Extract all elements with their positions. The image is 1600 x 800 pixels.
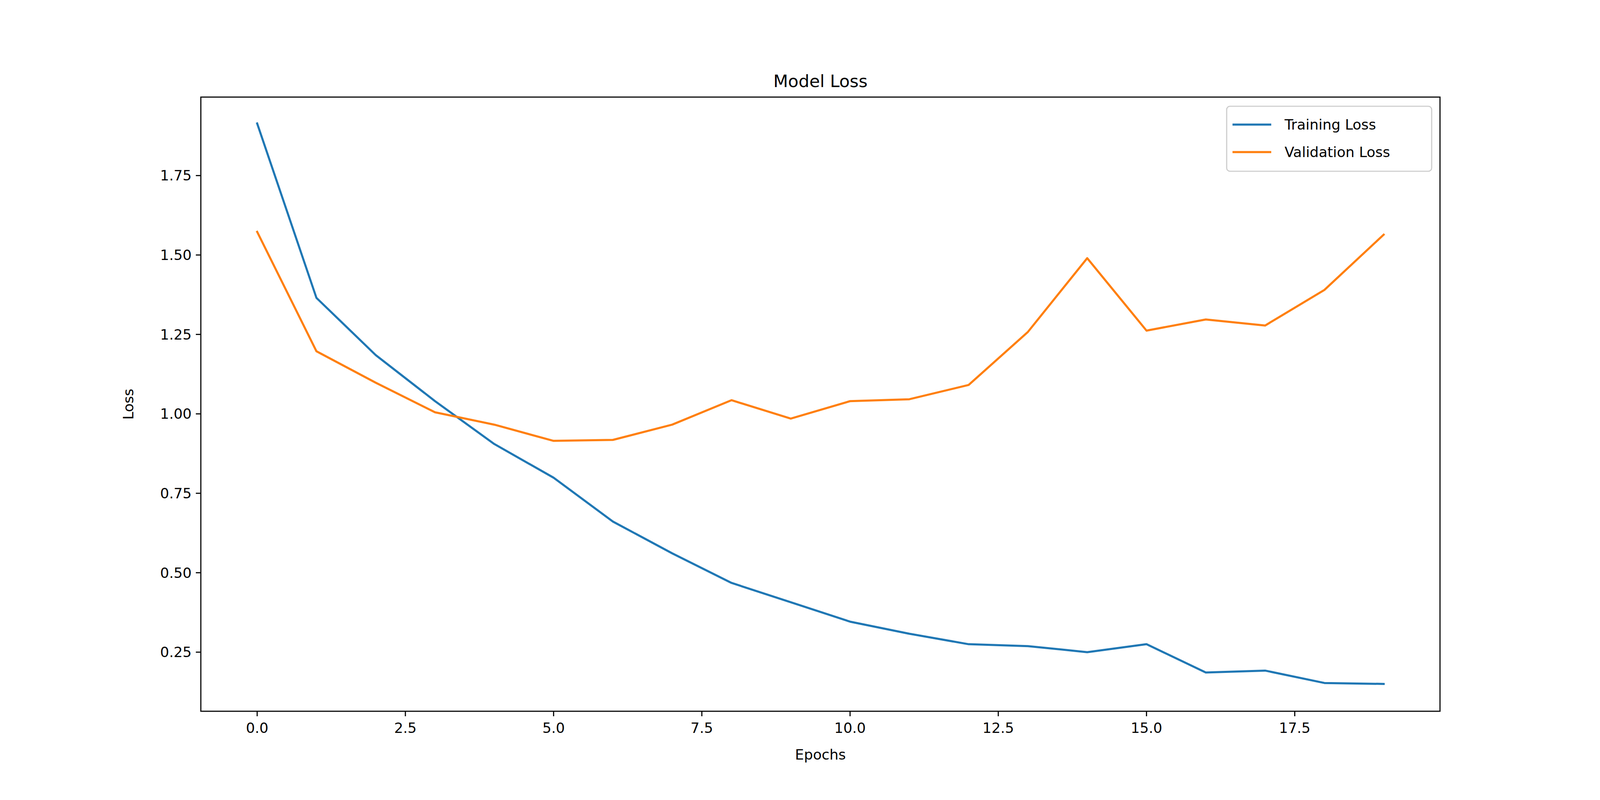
x-tick-label: 0.0 (245, 719, 269, 737)
chart-root: 0.0 2.5 5.0 7.5 10.0 12.5 15.0 17.5 0.25 0.50 0.75… (0, 0, 1600, 800)
x-axis-label: Epochs (795, 746, 846, 763)
y-tick (195, 572, 201, 574)
y-tick (195, 413, 201, 415)
y-tick-label: 1.00 (160, 405, 192, 423)
legend-swatch (1232, 123, 1272, 126)
series-line (257, 231, 1384, 441)
x-tick (552, 711, 555, 717)
legend-box (1226, 106, 1432, 172)
y-tick-label: 0.25 (160, 643, 192, 661)
legend-swatch (1232, 151, 1272, 154)
x-tick-label: 5.0 (542, 719, 565, 737)
x-tick (1294, 711, 1296, 717)
x-tick-label: 7.5 (690, 719, 713, 737)
title: Model Loss (773, 71, 868, 92)
x-tick-label: 15.0 (1130, 719, 1163, 737)
x-tick (849, 711, 851, 717)
x-tick (1145, 711, 1148, 717)
y-tick-label: 0.50 (160, 564, 192, 582)
plot-data (257, 123, 1384, 684)
y-tick-label: 1.50 (160, 246, 192, 264)
x-tick-label: 17.5 (1279, 719, 1311, 737)
x-tick (997, 711, 1000, 717)
chart: 0.0 2.5 5.0 7.5 10.0 12.5 15.0 17.5 0.25 0.50 0.75… (0, 0, 1600, 800)
x-tick (256, 711, 258, 717)
legend: Training Loss Validation Loss (1226, 106, 1432, 172)
x-tick (405, 711, 407, 717)
axes-frame (200, 97, 1440, 712)
y-tick (195, 651, 201, 653)
y-tick (195, 492, 201, 495)
x-tick-label: 2.5 (394, 719, 417, 737)
y-tick (195, 254, 201, 256)
x-tick-label: 12.5 (982, 719, 1015, 737)
x-tick (701, 711, 703, 717)
y-axis-label: Loss (120, 388, 137, 420)
y-tick-label: 1.25 (160, 326, 192, 343)
y-tick (195, 333, 201, 335)
y-tick-label: 1.75 (160, 167, 192, 184)
legend-label: Validation Loss (1284, 143, 1390, 161)
x-tick-label: 10.0 (834, 719, 866, 737)
background (0, 0, 1600, 800)
y-tick-label: 0.75 (160, 485, 192, 502)
ticks: 0.0 2.5 5.0 7.5 10.0 12.5 15.0 17.5 0.25 0.50 0.75… (160, 167, 1311, 737)
series-line (257, 123, 1384, 684)
legend-label: Training Loss (1284, 116, 1377, 133)
y-tick (195, 175, 201, 177)
